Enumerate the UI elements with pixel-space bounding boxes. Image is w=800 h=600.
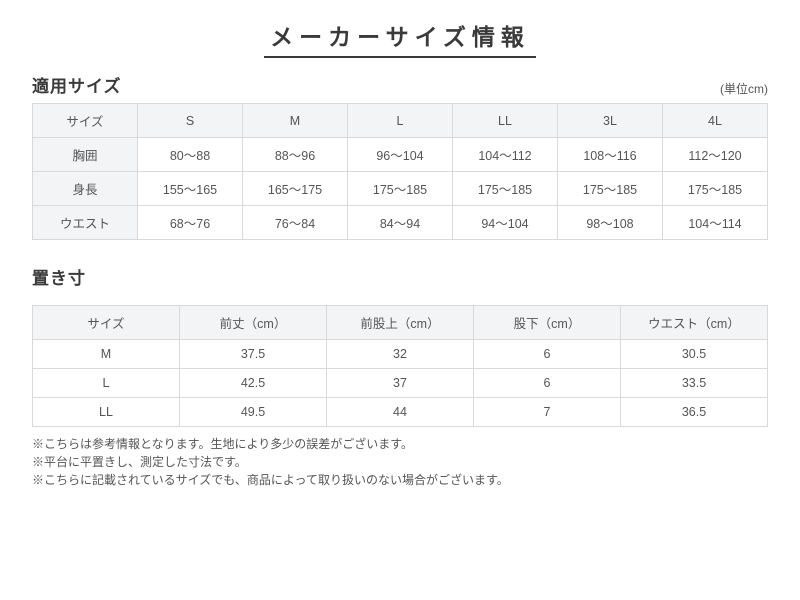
cell: 104〜112 (453, 138, 558, 172)
row-label: LL (33, 398, 180, 427)
cell: 6 (474, 340, 621, 369)
note-line: ※こちらに記載されているサイズでも、商品によって取り扱いのない場合がございます。 (32, 471, 768, 489)
cell: 175〜185 (453, 172, 558, 206)
header-cell: L (348, 104, 453, 138)
table-row: 身長 155〜165 165〜175 175〜185 175〜185 175〜1… (33, 172, 768, 206)
cell: 42.5 (180, 369, 327, 398)
header-cell: S (138, 104, 243, 138)
cell: 104〜114 (663, 206, 768, 240)
note-line: ※平台に平置きし、測定した寸法です。 (32, 453, 768, 471)
cell: 68〜76 (138, 206, 243, 240)
header-cell: 前股上（cm） (327, 306, 474, 340)
header-cell: 股下（cm） (474, 306, 621, 340)
header-cell: LL (453, 104, 558, 138)
section2-title: 置き寸 (32, 264, 86, 289)
notes: ※こちらは参考情報となります。生地により多少の誤差がございます。 ※平台に平置き… (32, 435, 768, 489)
cell: 37 (327, 369, 474, 398)
cell: 7 (474, 398, 621, 427)
section1-head: 適用サイズ (単位cm) (32, 72, 768, 97)
row-label: ウエスト (33, 206, 138, 240)
row-label: 身長 (33, 172, 138, 206)
table-row: M 37.5 32 6 30.5 (33, 340, 768, 369)
header-cell: サイズ (33, 104, 138, 138)
table-row: LL 49.5 44 7 36.5 (33, 398, 768, 427)
cell: 49.5 (180, 398, 327, 427)
section2-head: 置き寸 (32, 264, 768, 289)
header-cell: 4L (663, 104, 768, 138)
cell: 155〜165 (138, 172, 243, 206)
cell: 88〜96 (243, 138, 348, 172)
table-header-row: サイズ S M L LL 3L 4L (33, 104, 768, 138)
cell: 76〜84 (243, 206, 348, 240)
applicable-size-table: サイズ S M L LL 3L 4L 胸囲 80〜88 88〜96 96〜104… (32, 103, 768, 240)
page-title: メーカーサイズ情報 (264, 18, 536, 58)
cell: 32 (327, 340, 474, 369)
cell: 36.5 (621, 398, 768, 427)
cell: 33.5 (621, 369, 768, 398)
cell: 98〜108 (558, 206, 663, 240)
cell: 44 (327, 398, 474, 427)
cell: 80〜88 (138, 138, 243, 172)
table-row: ウエスト 68〜76 76〜84 84〜94 94〜104 98〜108 104… (33, 206, 768, 240)
measurements-table: サイズ 前丈（cm） 前股上（cm） 股下（cm） ウエスト（cm） M 37.… (32, 305, 768, 427)
section1-unit: (単位cm) (720, 80, 768, 97)
cell: 6 (474, 369, 621, 398)
cell: 165〜175 (243, 172, 348, 206)
cell: 175〜185 (663, 172, 768, 206)
row-label: M (33, 340, 180, 369)
cell: 84〜94 (348, 206, 453, 240)
cell: 30.5 (621, 340, 768, 369)
cell: 96〜104 (348, 138, 453, 172)
cell: 94〜104 (453, 206, 558, 240)
row-label: L (33, 369, 180, 398)
header-cell: 前丈（cm） (180, 306, 327, 340)
header-cell: 3L (558, 104, 663, 138)
cell: 112〜120 (663, 138, 768, 172)
table-row: 胸囲 80〜88 88〜96 96〜104 104〜112 108〜116 11… (33, 138, 768, 172)
cell: 108〜116 (558, 138, 663, 172)
cell: 175〜185 (348, 172, 453, 206)
table-row: L 42.5 37 6 33.5 (33, 369, 768, 398)
cell: 175〜185 (558, 172, 663, 206)
header-cell: ウエスト（cm） (621, 306, 768, 340)
header-cell: サイズ (33, 306, 180, 340)
cell: 37.5 (180, 340, 327, 369)
section1-title: 適用サイズ (32, 72, 122, 97)
note-line: ※こちらは参考情報となります。生地により多少の誤差がございます。 (32, 435, 768, 453)
row-label: 胸囲 (33, 138, 138, 172)
header-cell: M (243, 104, 348, 138)
table-header-row: サイズ 前丈（cm） 前股上（cm） 股下（cm） ウエスト（cm） (33, 306, 768, 340)
